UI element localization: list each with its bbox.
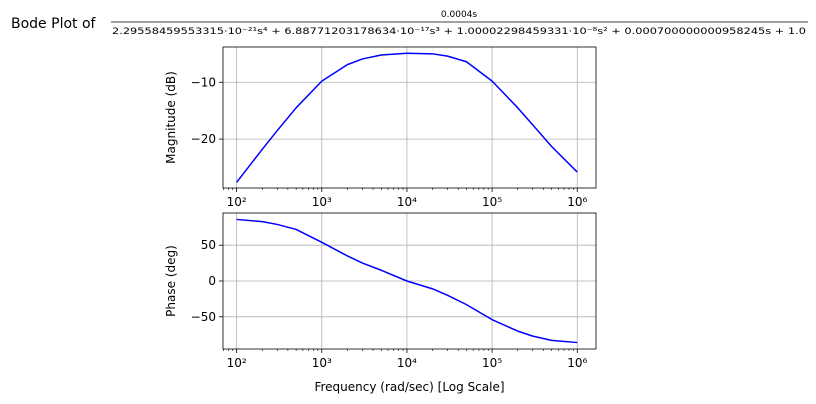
series-line — [236, 218, 578, 344]
title-numerator: 0.0004s — [441, 10, 477, 20]
x-tick-label: 10³ — [312, 195, 332, 209]
axes-frame — [222, 46, 597, 189]
x-tick-label: 10² — [227, 195, 247, 209]
x-tick-label: 10⁴ — [397, 195, 417, 209]
x-tick-label: 10² — [227, 356, 247, 370]
title-prefix: Bode Plot of — [11, 16, 97, 32]
phase-plot: 10² 10³ 10⁴ 10⁵ 10⁶ 50 0 −50 Phase (deg) Frequenc… — [164, 212, 597, 394]
y-tick-label: −50 — [191, 310, 216, 324]
y-axis-label: Phase (deg) — [164, 245, 178, 317]
series-line — [236, 52, 578, 183]
y-tick-label: −10 — [191, 75, 216, 89]
x-tick-label: 10⁶ — [567, 356, 587, 370]
x-tick-label: 10⁴ — [397, 356, 417, 370]
y-tick-label: −20 — [191, 132, 216, 146]
y-tick-label: 50 — [201, 238, 216, 252]
x-axis-label: Frequency (rad/sec) [Log Scale] — [314, 380, 504, 394]
magnitude-plot: 10² 10³ 10⁴ 10⁵ 10⁶ −10 −20 Magnitude (dB) — [164, 46, 597, 209]
x-tick-label: 10⁵ — [482, 356, 502, 370]
x-tick-label: 10⁵ — [482, 195, 502, 209]
x-tick-label: 10⁶ — [567, 195, 587, 209]
x-tick-label: 10³ — [312, 356, 332, 370]
y-tick-label: 0 — [208, 274, 216, 288]
y-axis-label: Magnitude (dB) — [164, 71, 178, 164]
title-denominator: 2.29558459553315·10⁻²¹s⁴ + 6.88771203178… — [112, 27, 806, 37]
